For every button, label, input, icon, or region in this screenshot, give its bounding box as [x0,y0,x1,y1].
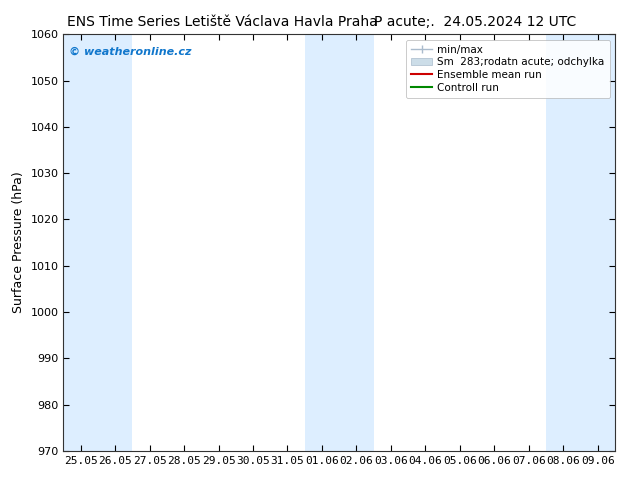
Text: © weatheronline.cz: © weatheronline.cz [69,47,191,57]
Legend: min/max, Sm  283;rodatn acute; odchylka, Ensemble mean run, Controll run: min/max, Sm 283;rodatn acute; odchylka, … [406,40,610,98]
Text: P acute;.  24.05.2024 12 UTC: P acute;. 24.05.2024 12 UTC [374,15,577,29]
Bar [305,34,339,451]
Bar [546,34,581,451]
Bar [63,34,98,451]
Text: ENS Time Series Letiště Václava Havla Praha: ENS Time Series Letiště Václava Havla Pr… [67,15,377,29]
Bar [581,34,615,451]
Y-axis label: Surface Pressure (hPa): Surface Pressure (hPa) [12,172,25,314]
Bar [98,34,133,451]
Bar [339,34,373,451]
